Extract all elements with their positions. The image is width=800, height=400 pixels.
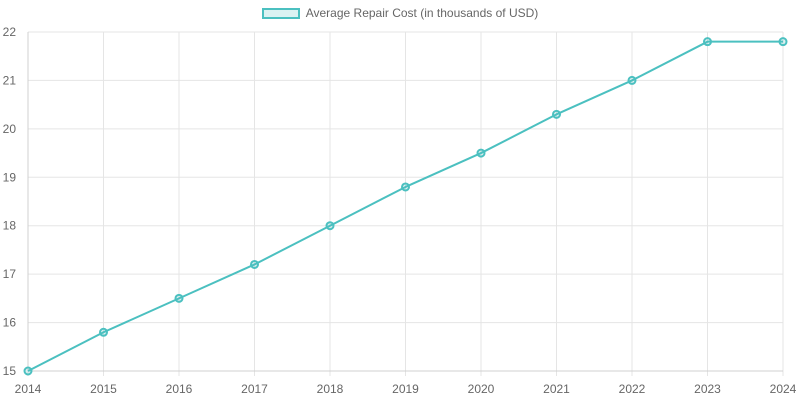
data-point <box>627 75 637 85</box>
series-line <box>27 40 783 372</box>
y-tick-label: 17 <box>3 267 17 281</box>
x-tick-label: 2024 <box>770 382 797 396</box>
x-tick-label: 2017 <box>241 382 268 396</box>
y-tick-label: 16 <box>3 316 17 330</box>
x-tick-label: 2019 <box>392 382 419 396</box>
data-point <box>250 259 259 269</box>
data-point <box>325 221 335 231</box>
x-tick-label: 2014 <box>15 382 42 396</box>
data-point <box>476 148 486 158</box>
y-tick-label: 21 <box>3 73 17 87</box>
legend-label: Average Repair Cost (in thousands of USD… <box>305 6 539 20</box>
x-tick-label: 2020 <box>468 382 495 396</box>
x-tick-label: 2021 <box>543 382 570 396</box>
data-point <box>778 37 788 47</box>
x-tick-label: 2022 <box>619 382 646 396</box>
data-point <box>174 293 184 303</box>
x-tick-label: 2018 <box>317 382 344 396</box>
y-tick-label: 20 <box>3 122 17 136</box>
y-tick-label: 22 <box>3 25 17 39</box>
chart-legend[interactable]: Average Repair Cost (in thousands of USD… <box>0 6 800 20</box>
x-tick-label: 2023 <box>694 382 721 396</box>
y-tick-label: 15 <box>3 364 17 378</box>
x-tick-label: 2015 <box>90 382 117 396</box>
legend-swatch <box>261 7 300 19</box>
data-point <box>99 327 108 337</box>
y-tick-label: 18 <box>3 219 17 233</box>
y-tick-label: 19 <box>3 170 17 184</box>
data-point <box>552 109 561 119</box>
data-point <box>703 37 712 47</box>
data-point <box>401 182 410 192</box>
data-point <box>23 366 33 376</box>
x-tick-label: 2016 <box>166 382 193 396</box>
